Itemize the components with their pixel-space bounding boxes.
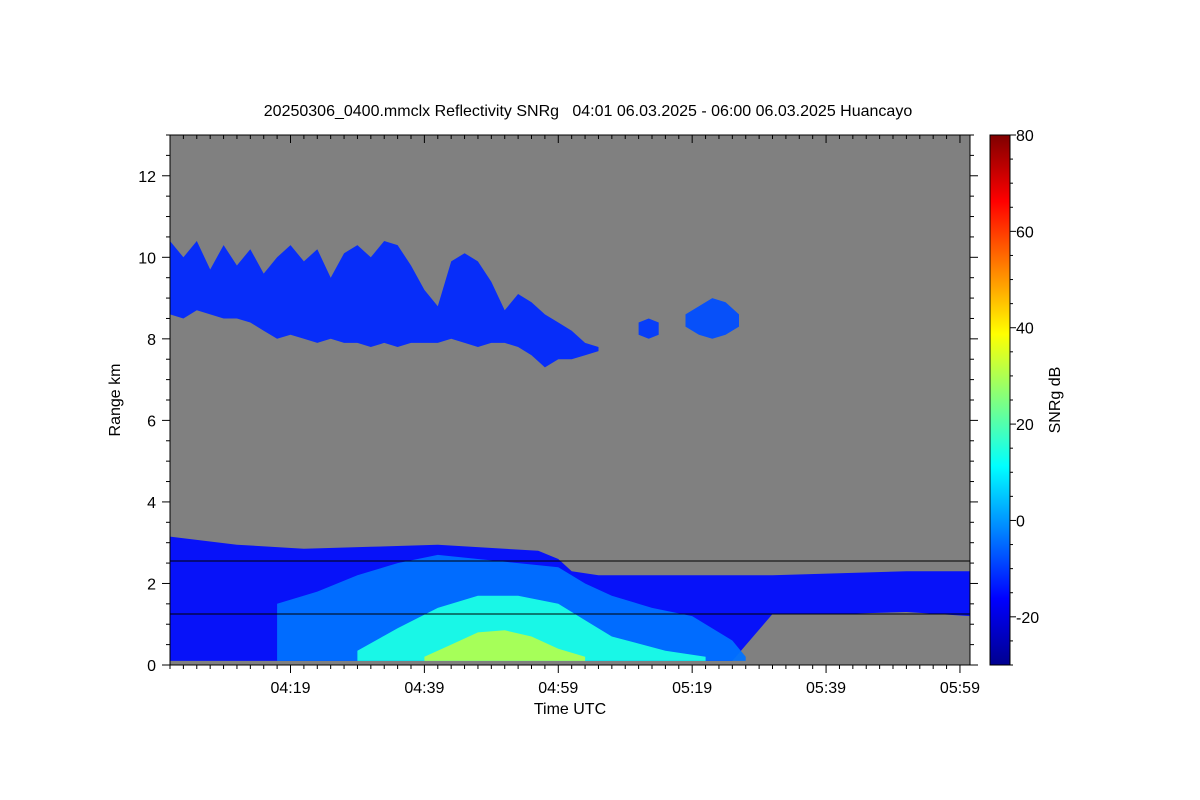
- chart-title: 20250306_0400.mmclx Reflectivity SNRg 04…: [264, 103, 913, 120]
- echo-regions: [170, 241, 970, 661]
- colorbar-tick-label: 60: [1016, 224, 1034, 241]
- y-tick-label: 2: [147, 576, 156, 593]
- echo-region-2: [685, 298, 739, 339]
- y-tick-label: 10: [138, 250, 156, 267]
- echo-region-1: [638, 318, 659, 339]
- x-tick-label: 05:39: [806, 680, 846, 697]
- horizontal-reference-lines: [170, 560, 970, 615]
- plot-area: [169, 134, 971, 666]
- x-axis: 04:19 04:39 04:59 05:19 05:39 05:59: [169, 135, 980, 697]
- colorbar-ticks: -20 0 20 40 60 80: [1010, 128, 1039, 666]
- colorbar-tick-label: 20: [1016, 417, 1034, 434]
- colorbar-tick-label: 80: [1016, 128, 1034, 145]
- echo-region-6: [424, 630, 586, 661]
- y-axis: 0 2 4 6 8 10 12: [138, 134, 978, 675]
- x-tick-label: 04:19: [270, 680, 310, 697]
- y-tick-label: 6: [147, 413, 156, 430]
- colorbar-label: SNRg dB: [1047, 367, 1064, 434]
- colorbar-tick-label: -20: [1016, 610, 1039, 627]
- colorbar-tick-label: 40: [1016, 321, 1034, 338]
- x-axis-label: Time UTC: [534, 701, 606, 718]
- y-tick-label: 4: [147, 495, 156, 512]
- x-tick-label: 04:59: [538, 680, 578, 697]
- colorbar: -20 0 20 40 60 80 SNRg dB: [989, 128, 1064, 666]
- y-axis-label: Range km: [107, 364, 124, 437]
- colorbar-tick-label: 0: [1016, 513, 1025, 530]
- x-tick-label: 05:19: [672, 680, 712, 697]
- x-tick-label: 04:39: [404, 680, 444, 697]
- echo-region-5: [357, 595, 706, 661]
- x-tick-label: 05:59: [940, 680, 980, 697]
- y-tick-label: 8: [147, 332, 156, 349]
- colorbar-gradient: [989, 134, 1011, 666]
- y-tick-label: 12: [138, 169, 156, 186]
- y-tick-label: 0: [147, 658, 156, 675]
- echo-region-0: [170, 241, 599, 368]
